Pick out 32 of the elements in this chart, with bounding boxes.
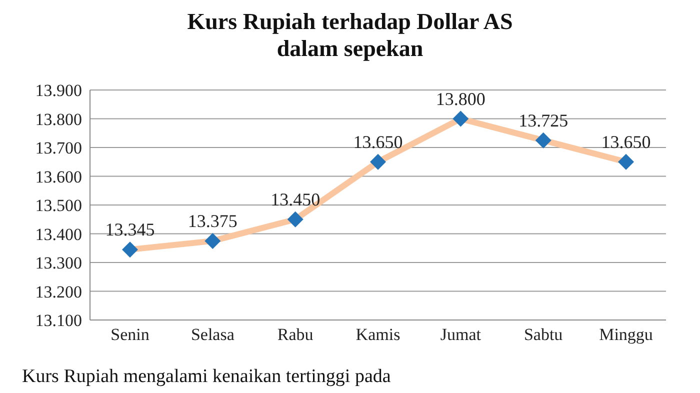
y-tick-label: 13.900 bbox=[35, 81, 82, 100]
y-tick-label: 13.400 bbox=[35, 224, 82, 244]
data-label: 13.650 bbox=[353, 132, 403, 152]
data-label: 13.800 bbox=[436, 88, 486, 109]
chart-title: Kurs Rupiah terhadap Dollar AS dalam sepekan bbox=[186, 8, 514, 62]
point bbox=[618, 154, 634, 170]
y-tick-label: 13.200 bbox=[35, 282, 82, 302]
y-tick-label: 13.300 bbox=[35, 254, 82, 273]
y-tick-label: 13.100 bbox=[35, 311, 82, 330]
data-label: 13.650 bbox=[601, 132, 651, 152]
point bbox=[287, 211, 304, 228]
text: Kurs Rupiah mengalami kenaikan tertinggi pada bbox=[22, 366, 391, 388]
x-tick-label: Selasa bbox=[190, 325, 235, 344]
x-tick-label: Kamis bbox=[356, 325, 400, 344]
x-tick-label: Rabu bbox=[277, 325, 314, 344]
point bbox=[204, 232, 221, 249]
y-tick-label: 13.700 bbox=[35, 138, 82, 158]
point bbox=[452, 110, 469, 127]
x-tick-label: Minggu bbox=[599, 325, 654, 344]
point bbox=[122, 242, 138, 258]
point bbox=[370, 154, 386, 170]
data-label: 13.375 bbox=[188, 210, 238, 231]
y-tick-label: 13.500 bbox=[35, 196, 82, 216]
x-tick-label: Senin bbox=[110, 325, 150, 344]
y-tick-label: 13.800 bbox=[35, 110, 82, 129]
point bbox=[535, 132, 552, 148]
data-label: 13.725 bbox=[518, 110, 568, 130]
y-tick-label: 13.600 bbox=[35, 167, 82, 186]
data-label: 13.345 bbox=[105, 220, 155, 240]
x-tick-label: Sabtu bbox=[524, 325, 564, 344]
data-label: 13.450 bbox=[270, 189, 320, 210]
x-tick-label: Jumat bbox=[440, 325, 482, 344]
